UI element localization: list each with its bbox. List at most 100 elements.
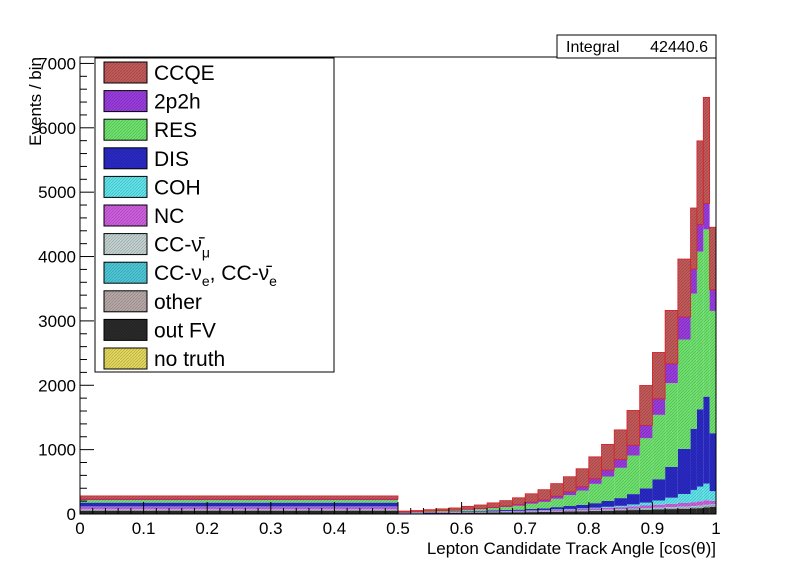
- bar-hatch-dis: [563, 506, 577, 509]
- legend-label: COH: [154, 176, 201, 199]
- bar-hatch-coh: [639, 502, 653, 506]
- bar-hatch-ccqe: [601, 443, 615, 471]
- bar-hatch-ccqe: [562, 476, 577, 493]
- stats-box: Integral 42440.6: [556, 34, 717, 59]
- bar-hatch-out-fv: [525, 512, 538, 514]
- bar-hatch-ccqe: [550, 483, 564, 497]
- bar-hatch-coh: [690, 489, 697, 503]
- bar-hatch-res: [639, 438, 653, 489]
- bar-hatch-res: [80, 500, 398, 503]
- legend-swatch-hatch: [104, 147, 147, 169]
- y-tick-label: 5000: [38, 183, 76, 202]
- bar-hatch-2p2h: [563, 491, 577, 496]
- bar-hatch-other: [709, 505, 716, 507]
- series-cc-e-cc-e: [80, 504, 716, 514]
- bar-hatch-cc-e-cc-e: [665, 507, 678, 509]
- legend-swatch-hatch: [104, 233, 147, 255]
- legend-swatch-hatch: [104, 90, 147, 112]
- bar-hatch-res: [423, 511, 437, 512]
- bar-hatch-nc: [709, 500, 716, 505]
- bar-hatch-2p2h: [709, 289, 716, 311]
- bar-hatch-2p2h: [576, 486, 589, 491]
- bar-hatch-res: [665, 383, 678, 467]
- bar-hatch-other: [665, 508, 678, 510]
- bar-hatch-res: [563, 495, 577, 507]
- bar-hatch-dis: [652, 479, 666, 501]
- bar-hatch-dis: [525, 508, 538, 511]
- y-tick-label: 6000: [38, 119, 76, 138]
- bar-hatch-ccqe: [79, 495, 399, 500]
- bar-hatch-cc-e-cc-e: [703, 505, 710, 507]
- bar-hatch-nc: [614, 507, 627, 510]
- bar-hatch-2p2h: [677, 316, 691, 340]
- bar-hatch-out-fv: [550, 511, 564, 514]
- bar-hatch-out-fv: [461, 512, 475, 514]
- legend-entry-dis: DIS: [103, 147, 189, 171]
- legend-label-text: CC-ν: [154, 262, 202, 285]
- bar-hatch-out-fv: [709, 506, 716, 514]
- bar-hatch-other: [80, 510, 398, 511]
- series-dis: [80, 396, 716, 513]
- x-tick-label: 0.3: [259, 519, 283, 538]
- legend-swatch-hatch: [104, 262, 147, 284]
- bar-hatch-coh: [696, 486, 704, 502]
- bar-hatch-2p2h: [537, 499, 551, 502]
- legend-label-text: COH: [154, 176, 201, 199]
- bar-hatch-other: [677, 507, 691, 509]
- bar-hatch-dis: [709, 433, 716, 492]
- legend-label-text: out FV: [154, 319, 216, 342]
- bar-hatch-dis: [626, 494, 640, 505]
- bar-hatch-dis: [677, 448, 691, 494]
- bar-hatch-2p2h: [703, 203, 710, 230]
- legend-label-subscript: μ: [202, 245, 210, 261]
- legend-swatch-hatch: [104, 348, 147, 369]
- bar-hatch-out-fv: [703, 507, 710, 514]
- series-nc: [80, 500, 716, 514]
- legend-swatch-hatch: [104, 62, 147, 83]
- legend-label-text-2: , CC-ν̄: [210, 262, 272, 285]
- bar-hatch-ccqe: [677, 258, 691, 318]
- bar-hatch-dis: [588, 503, 602, 508]
- bar-hatch-other: [690, 507, 697, 509]
- bar-hatch-res: [690, 293, 697, 429]
- stats-box-frame: [556, 34, 717, 59]
- bar-hatch-ccqe: [512, 497, 526, 505]
- x-tick-label: 0.9: [641, 519, 665, 538]
- bar-hatch-out-fv: [448, 512, 462, 514]
- bar-hatch-dis: [448, 511, 462, 513]
- bar-hatch-nc: [639, 505, 653, 509]
- bar-hatch-res: [626, 455, 640, 495]
- stats-value: 42440.6: [650, 39, 708, 56]
- legend-label: DIS: [154, 148, 189, 171]
- x-tick-label: 0.6: [450, 519, 474, 538]
- bar-hatch-res: [696, 251, 704, 410]
- bar-hatch-dis: [696, 409, 704, 487]
- y-axis-title: Events / bin: [26, 57, 45, 146]
- bar-hatch-other: [652, 508, 666, 510]
- series-coh: [80, 483, 716, 513]
- series-other: [80, 505, 716, 514]
- bar-hatch-coh: [709, 491, 716, 501]
- legend-label: other: [154, 291, 202, 314]
- legend-entry-res: RES: [103, 118, 197, 142]
- bar-hatch-out-fv: [588, 511, 602, 514]
- bar-hatch-nc: [665, 503, 678, 508]
- y-tick-label: 3000: [38, 312, 76, 331]
- bar-hatch-ccqe: [461, 505, 475, 510]
- bar-hatch-out-fv: [487, 512, 500, 514]
- legend-swatch-hatch: [104, 290, 147, 312]
- bar-hatch-out-fv: [601, 510, 615, 514]
- bar-hatch-2p2h: [512, 504, 526, 506]
- bar-hatch-res: [512, 505, 526, 510]
- bar-hatch-res: [461, 509, 475, 512]
- bar-hatch-other: [639, 509, 653, 510]
- bar-hatch-dis: [80, 502, 398, 507]
- bar-hatch-res: [588, 483, 602, 504]
- bar-hatch-ccqe: [652, 352, 666, 400]
- legend-entry-out-fv: out FV: [103, 318, 216, 342]
- series-2p2h: [80, 203, 716, 513]
- legend-swatch-hatch: [104, 176, 147, 198]
- bar-hatch-nc: [601, 507, 615, 510]
- legend-label-subscript: e: [202, 273, 210, 289]
- legend-label-text: other: [154, 291, 202, 314]
